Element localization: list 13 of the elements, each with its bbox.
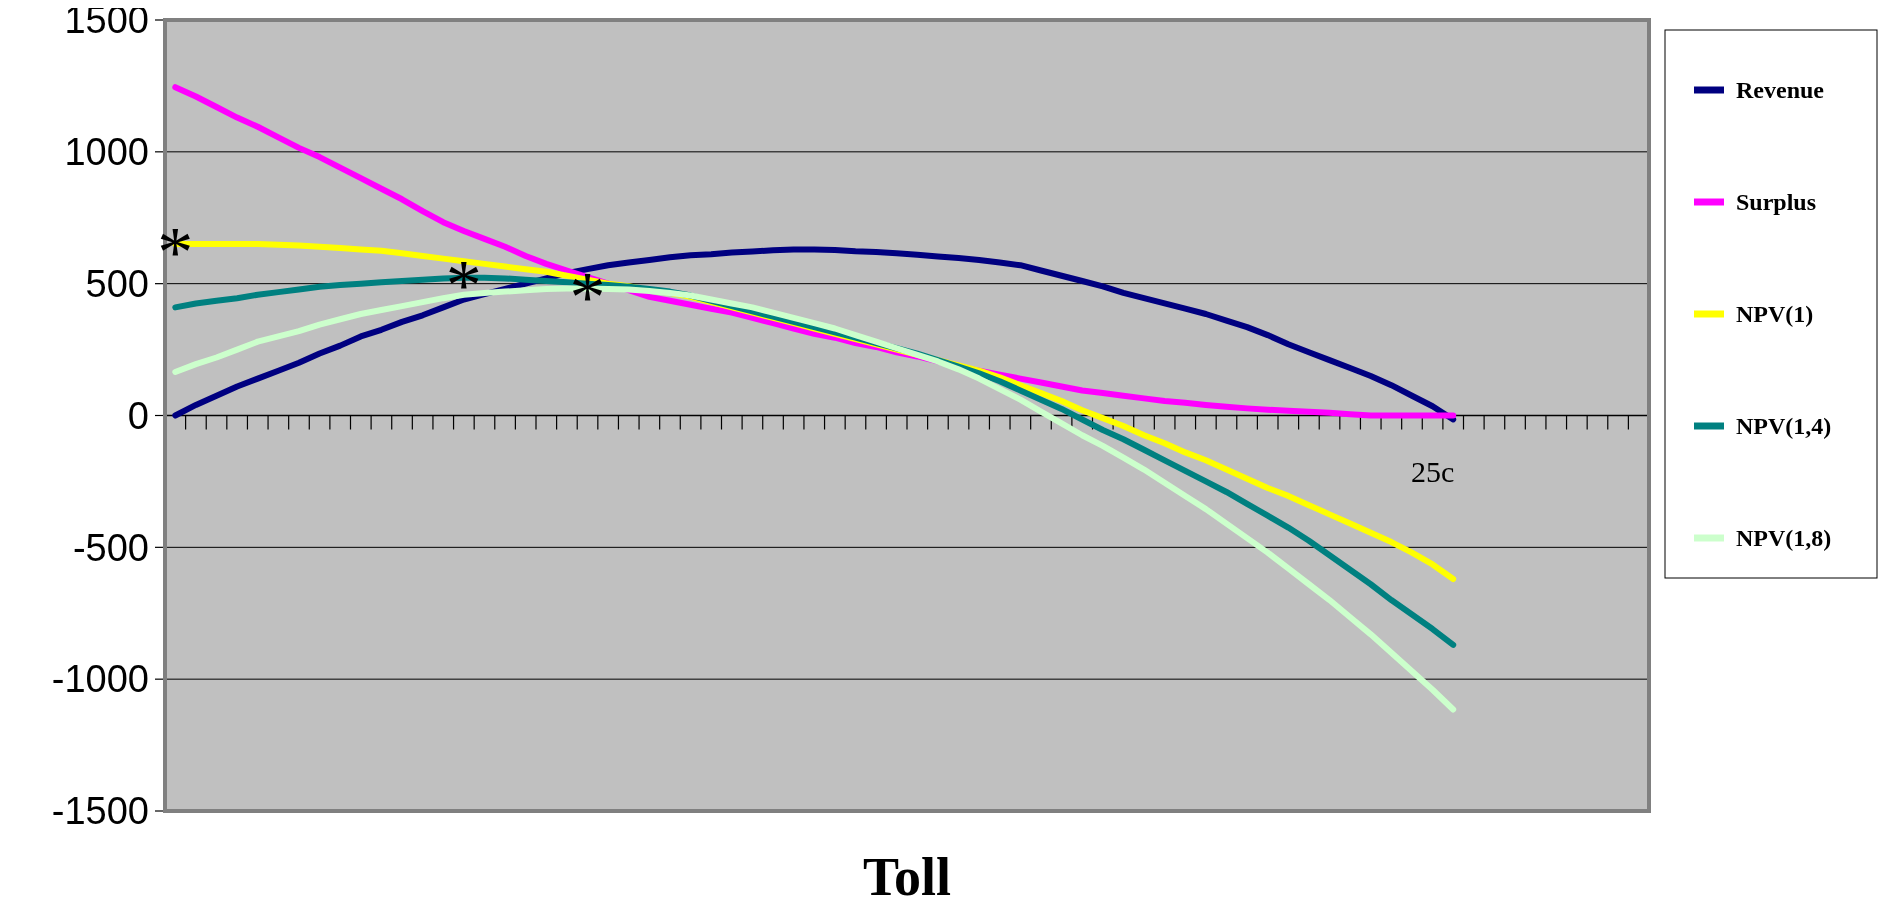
annotation: 25c bbox=[1410, 454, 1455, 488]
x-axis-title: Toll bbox=[862, 847, 952, 907]
y-tick-label: 500 bbox=[85, 262, 149, 305]
y-tick-label: -1500 bbox=[51, 790, 149, 833]
y-tick-label: -500 bbox=[72, 526, 149, 569]
legend-label: Surplus bbox=[1736, 189, 1817, 216]
legend-label: Revenue bbox=[1736, 77, 1825, 104]
legend-label: NPV(1,4) bbox=[1736, 413, 1832, 440]
legend-label: NPV(1) bbox=[1736, 301, 1814, 328]
y-tick-label: 0 bbox=[127, 394, 149, 437]
legend-label: NPV(1,8) bbox=[1736, 525, 1832, 552]
y-tick-label: -1000 bbox=[51, 658, 149, 701]
y-tick-label: 1000 bbox=[64, 131, 149, 174]
